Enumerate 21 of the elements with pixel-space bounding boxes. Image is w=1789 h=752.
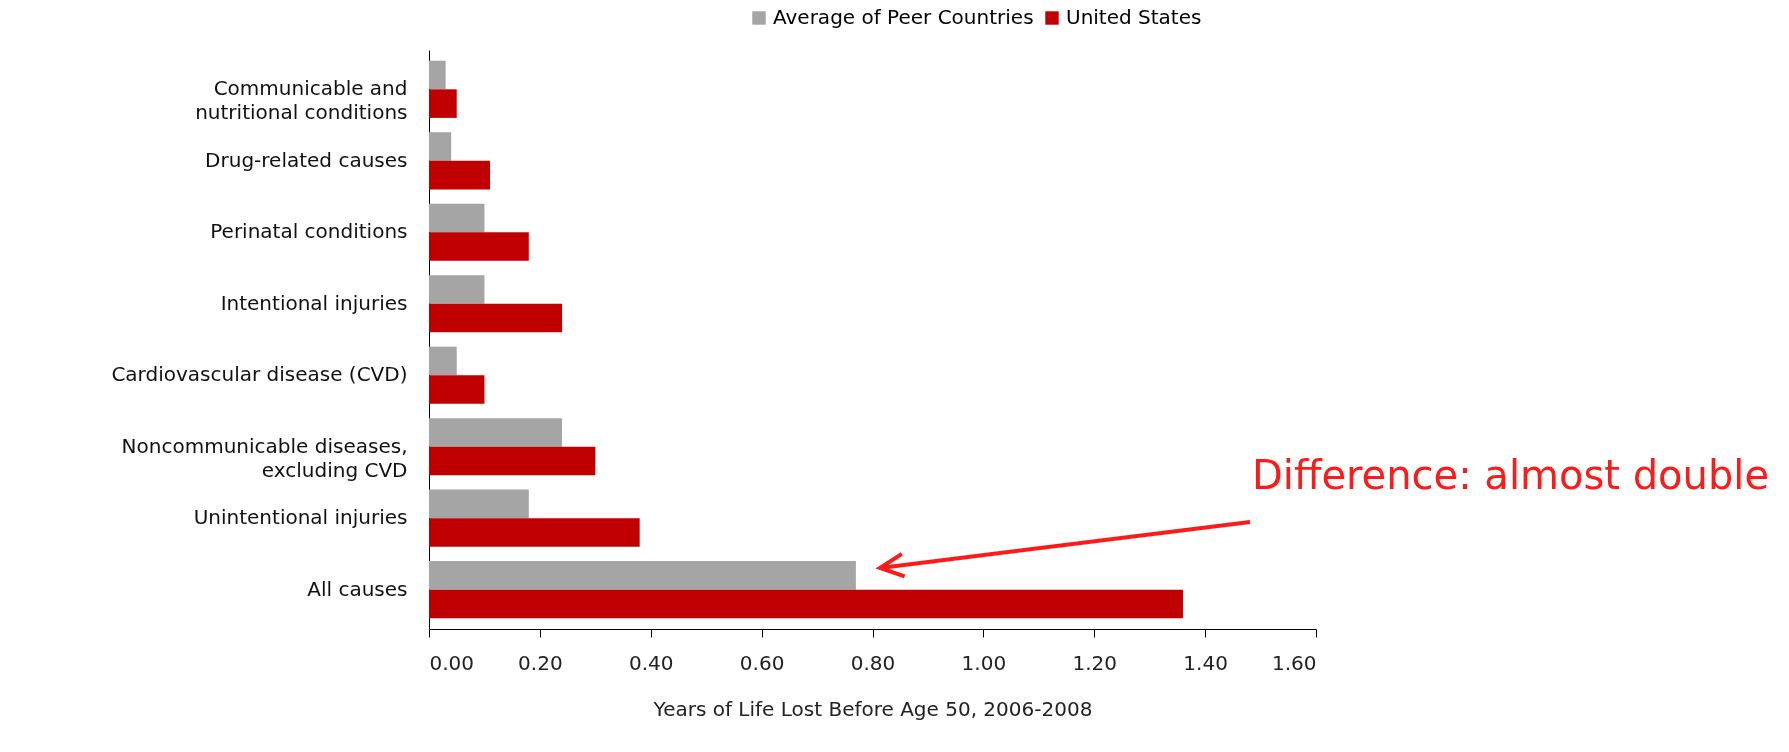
y-tick-label: Unintentional injuries xyxy=(193,505,408,530)
y-tick-label: Noncommunicable diseases, excluding CVD xyxy=(121,433,408,482)
annotation: Difference: almost double xyxy=(1251,452,1769,498)
y-tick-label: Communicable and nutritional conditions xyxy=(195,76,408,125)
y-tick-label: Drug-related causes xyxy=(205,147,408,172)
x-tick-label: 0.60 xyxy=(739,650,785,675)
y-tick-label: Perinatal conditions xyxy=(210,219,408,244)
legend-label: United States xyxy=(1066,5,1202,29)
y-tick-label: All causes xyxy=(307,576,408,601)
x-tick-label: 0.00 xyxy=(429,650,475,675)
x-tick-label: 1.00 xyxy=(961,650,1007,675)
x-tick-label: 1.60 xyxy=(1271,650,1317,675)
x-tick-label: 0.20 xyxy=(518,650,563,675)
x-tick-label: 0.40 xyxy=(628,650,674,675)
y-tick-label: Intentional injuries xyxy=(220,290,408,315)
x-tick-label: 1.40 xyxy=(1183,650,1228,675)
x-tick-label: 1.20 xyxy=(1072,650,1118,675)
x-axis-title: Years of Life Lost Before Age 50, 2006-2008 xyxy=(652,696,1093,721)
x-tick-label: 0.80 xyxy=(850,650,896,675)
legend-label: Average of Peer Countries xyxy=(773,5,1034,29)
y-tick-label: Cardiovascular disease (CVD) xyxy=(111,362,408,387)
